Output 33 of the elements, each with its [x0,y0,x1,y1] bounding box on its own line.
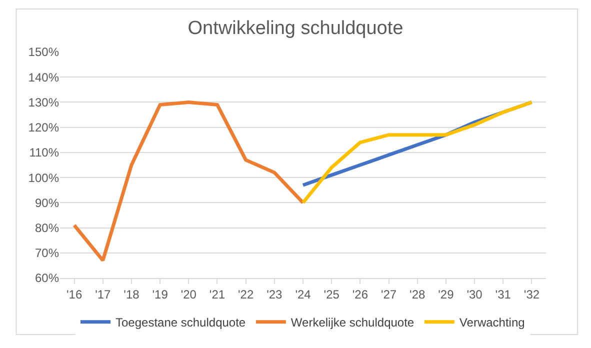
x-tick-label: '29 [438,287,454,302]
y-tick-label: 80% [34,220,60,235]
legend-label: Verwachting [459,316,525,330]
x-tick-label: '32 [524,287,540,302]
x-tick-label: '17 [95,287,112,302]
chart-title: Ontwikkeling schuldquote [188,18,404,40]
line-series [72,100,305,262]
y-tick-label: 110% [29,146,60,160]
y-tick-label: 90% [34,196,60,210]
x-tick-label: '23 [266,287,283,302]
x-tick-label: '31 [495,287,512,302]
x-tick-label: '22 [238,287,254,302]
x-tick-label: '21 [209,287,226,302]
x-tick-label: '19 [152,287,168,302]
y-tick-label: 70% [34,246,60,260]
line-series [301,100,534,204]
x-tick-label: '18 [124,287,140,302]
y-tick-label: 120% [28,120,60,135]
legend-label: Werkelijke schuldquote [290,316,414,330]
x-tick-label: '20 [180,287,197,302]
y-tick-label: 140% [28,70,60,84]
x-tick-label: '25 [324,287,340,302]
x-tick-label: '27 [380,287,397,302]
y-tick-label: 60% [34,271,60,286]
x-tick-label: '24 [295,287,312,302]
y-tick-label: 150% [28,45,60,60]
y-tick-label: 100% [28,170,60,185]
x-tick-label: '16 [66,287,82,302]
legend-label: Toegestane schuldquote [116,316,246,330]
x-tick-label: '26 [352,287,368,302]
x-tick-label: '28 [410,287,426,302]
y-tick-label: 130% [28,95,60,110]
x-tick-label: '30 [466,287,483,302]
